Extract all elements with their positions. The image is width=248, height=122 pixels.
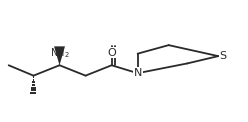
Text: NH$_2$: NH$_2$ — [50, 46, 69, 60]
Text: S: S — [219, 51, 227, 61]
Text: O: O — [107, 48, 116, 58]
Text: N: N — [133, 68, 142, 78]
Polygon shape — [54, 46, 65, 65]
